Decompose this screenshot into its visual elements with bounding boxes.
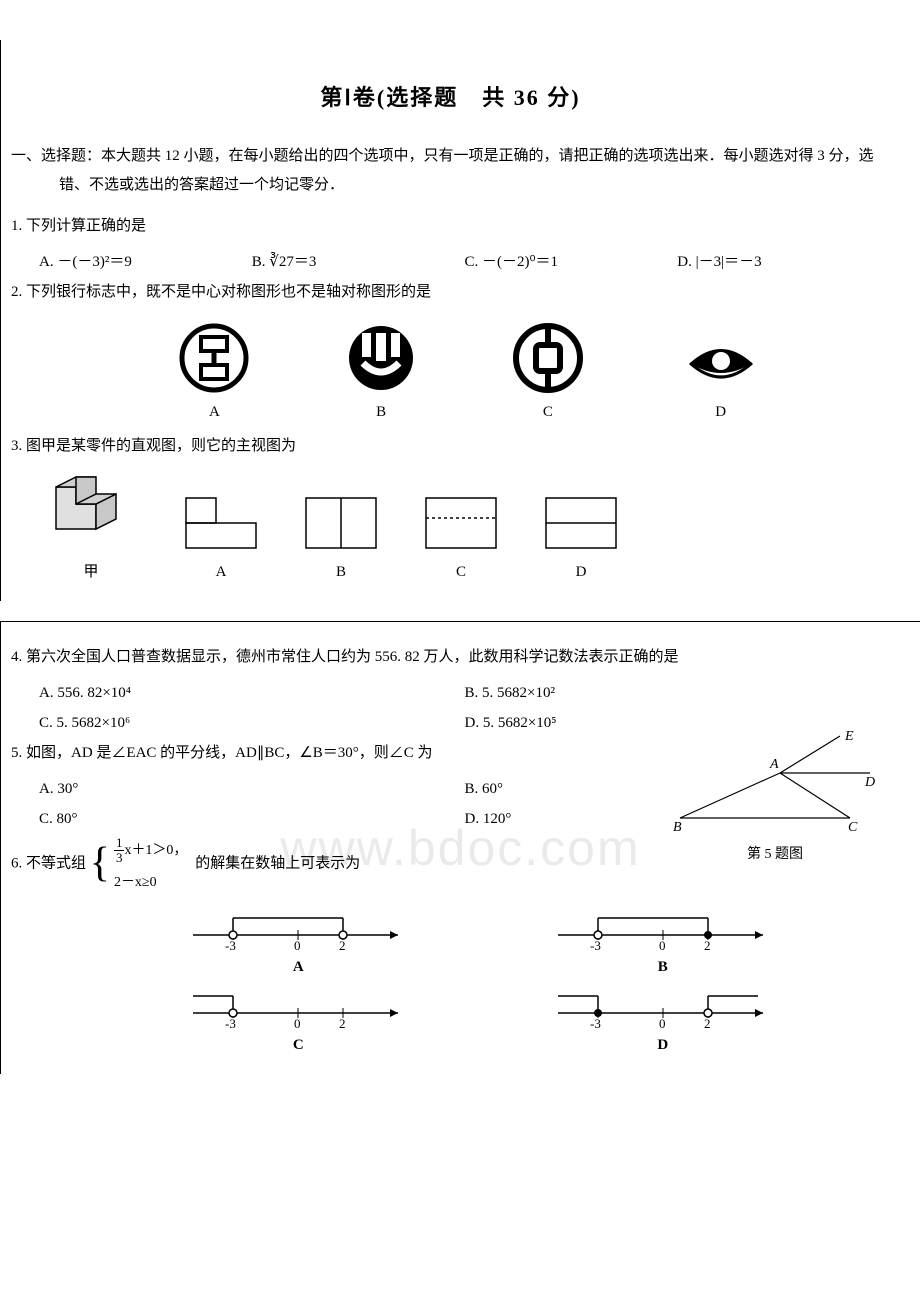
q5-opt-c: C. 80° bbox=[39, 804, 465, 834]
q6-frac-num: 1 bbox=[114, 836, 125, 851]
q2-icon-c: C bbox=[513, 323, 583, 421]
q6-label-c: C bbox=[131, 1037, 466, 1054]
q2-icon-a: A bbox=[179, 323, 249, 421]
q3-view-a: A bbox=[181, 493, 261, 581]
q1-stem: 1. 下列计算正确的是 bbox=[11, 211, 890, 241]
q4-stem: 4. 第六次全国人口普查数据显示，德州市常住人口约为 556. 82 万人，此数… bbox=[11, 642, 890, 672]
q6-numline-d: -3 0 2 D bbox=[496, 988, 831, 1054]
q6-frac: 1 3 bbox=[114, 836, 125, 866]
q5-wrap: 5. 如图，AD 是∠EAC 的平分线，AD∥BC，∠B＝30°，则∠C 为 A… bbox=[11, 738, 890, 834]
view-c-icon bbox=[421, 493, 501, 553]
numline-a-icon: -3 0 2 bbox=[183, 910, 413, 950]
q3-view-jia: 甲 bbox=[41, 469, 141, 581]
q6-frac-den: 3 bbox=[114, 851, 125, 865]
q3-label-a: A bbox=[181, 564, 261, 581]
q3-view-c: C bbox=[421, 493, 501, 581]
q3-view-d: D bbox=[541, 493, 621, 581]
section-instructions: 一、选择题：本大题共 12 小题，在每小题给出的四个选项中，只有一项是正确的，请… bbox=[11, 142, 890, 199]
q6-pre: 6. 不等式组 bbox=[11, 855, 86, 871]
q3-label-c: C bbox=[421, 564, 501, 581]
q2-stem: 2. 下列银行标志中，既不是中心对称图形也不是轴对称图形的是 bbox=[11, 277, 890, 307]
svg-text:0: 0 bbox=[659, 938, 666, 950]
numline-c-icon: -3 0 2 bbox=[183, 988, 413, 1028]
pt-a: A bbox=[769, 757, 779, 772]
svg-text:2: 2 bbox=[339, 938, 346, 950]
q2-icons: A B C bbox=[11, 313, 890, 431]
q3-label-b: B bbox=[301, 564, 381, 581]
q1-opt-c: C. －(－2)⁰＝1 bbox=[465, 247, 678, 277]
numline-d-icon: -3 0 2 bbox=[548, 988, 778, 1028]
svg-text:0: 0 bbox=[659, 1016, 666, 1028]
svg-text:2: 2 bbox=[704, 938, 711, 950]
view-b-icon bbox=[301, 493, 381, 553]
exam-page-1: 第Ⅰ卷(选择题 共 36 分) 一、选择题：本大题共 12 小题，在每小题给出的… bbox=[0, 40, 920, 601]
bank-logo-ccb-icon bbox=[680, 333, 762, 393]
q3-stem: 3. 图甲是某零件的直观图，则它的主视图为 bbox=[11, 431, 890, 461]
view-d-icon bbox=[541, 493, 621, 553]
svg-text:0: 0 bbox=[294, 938, 301, 950]
q6-numline-a: -3 0 2 A bbox=[131, 910, 466, 976]
q6-line1-rest: x＋1＞0， bbox=[124, 843, 187, 858]
q6-label-b: B bbox=[496, 959, 831, 976]
q4-opt-b: B. 5. 5682×10² bbox=[465, 678, 891, 708]
pt-e: E bbox=[844, 729, 854, 744]
view-a-icon bbox=[181, 493, 261, 553]
q6-label-a: A bbox=[131, 959, 466, 976]
q5-opt-a: A. 30° bbox=[39, 774, 465, 804]
q3-view-b: B bbox=[301, 493, 381, 581]
svg-text:-3: -3 bbox=[225, 1016, 236, 1028]
q2-icon-b: B bbox=[346, 323, 416, 421]
q2-icon-d: D bbox=[680, 333, 762, 421]
q2-label-d: D bbox=[680, 404, 762, 421]
svg-text:-3: -3 bbox=[590, 1016, 601, 1028]
q4-opt-a: A. 556. 82×10⁴ bbox=[39, 678, 465, 708]
svg-text:-3: -3 bbox=[225, 938, 236, 950]
part-3d-icon bbox=[41, 469, 141, 549]
svg-text:0: 0 bbox=[294, 1016, 301, 1028]
q1-opt-b: B. ∛27＝3 bbox=[252, 247, 465, 277]
q4-options-1: A. 556. 82×10⁴ B. 5. 5682×10² bbox=[11, 678, 890, 708]
bank-logo-boc-icon bbox=[513, 323, 583, 393]
q2-label-c: C bbox=[513, 404, 583, 421]
q1-opt-d: D. |－3|＝－3 bbox=[677, 247, 890, 277]
numline-b-icon: -3 0 2 bbox=[548, 910, 778, 950]
bank-logo-b-icon bbox=[346, 323, 416, 393]
pt-d: D bbox=[864, 775, 875, 790]
q6-stem: 6. 不等式组 { 1 3 x＋1＞0， 2－x≥0 的解集在数轴上可表示为 bbox=[11, 834, 890, 894]
q6-numline-c: -3 0 2 C bbox=[131, 988, 466, 1054]
q3-views: 甲 A B C bbox=[11, 469, 890, 581]
svg-text:-3: -3 bbox=[590, 938, 601, 950]
q6-line1: 1 3 x＋1＞0， bbox=[114, 836, 188, 866]
section-title: 第Ⅰ卷(选择题 共 36 分) bbox=[11, 80, 890, 112]
bank-logo-icbc-icon bbox=[179, 323, 249, 393]
q3-label-d: D bbox=[541, 564, 621, 581]
q6-system: { 1 3 x＋1＞0， 2－x≥0 bbox=[90, 834, 192, 894]
q2-label-a: A bbox=[179, 404, 249, 421]
svg-text:2: 2 bbox=[704, 1016, 711, 1028]
q1-options: A. －(－3)²＝9 B. ∛27＝3 C. －(－2)⁰＝1 D. |－3|… bbox=[11, 247, 890, 277]
q6-line2: 2－x≥0 bbox=[114, 874, 188, 892]
pt-b: B bbox=[673, 820, 682, 835]
q6-numline-b: -3 0 2 B bbox=[496, 910, 831, 976]
q1-opt-a: A. －(－3)²＝9 bbox=[39, 247, 252, 277]
q6-lines: 1 3 x＋1＞0， 2－x≥0 bbox=[110, 834, 192, 894]
svg-text:2: 2 bbox=[339, 1016, 346, 1028]
q6-post: 的解集在数轴上可表示为 bbox=[195, 855, 360, 871]
q2-label-b: B bbox=[346, 404, 416, 421]
q4-opt-c: C. 5. 5682×10⁶ bbox=[39, 708, 465, 738]
q6-numlines: -3 0 2 A -3 0 2 B bbox=[11, 900, 890, 1054]
q6-label-d: D bbox=[496, 1037, 831, 1054]
q5-geometry-icon: E A D B C bbox=[670, 728, 880, 838]
pt-c: C bbox=[848, 820, 858, 835]
q3-label-jia: 甲 bbox=[41, 560, 141, 581]
brace-icon: { bbox=[90, 845, 110, 883]
exam-page-2: www.bdoc.com 4. 第六次全国人口普查数据显示，德州市常住人口约为 … bbox=[0, 622, 920, 1074]
